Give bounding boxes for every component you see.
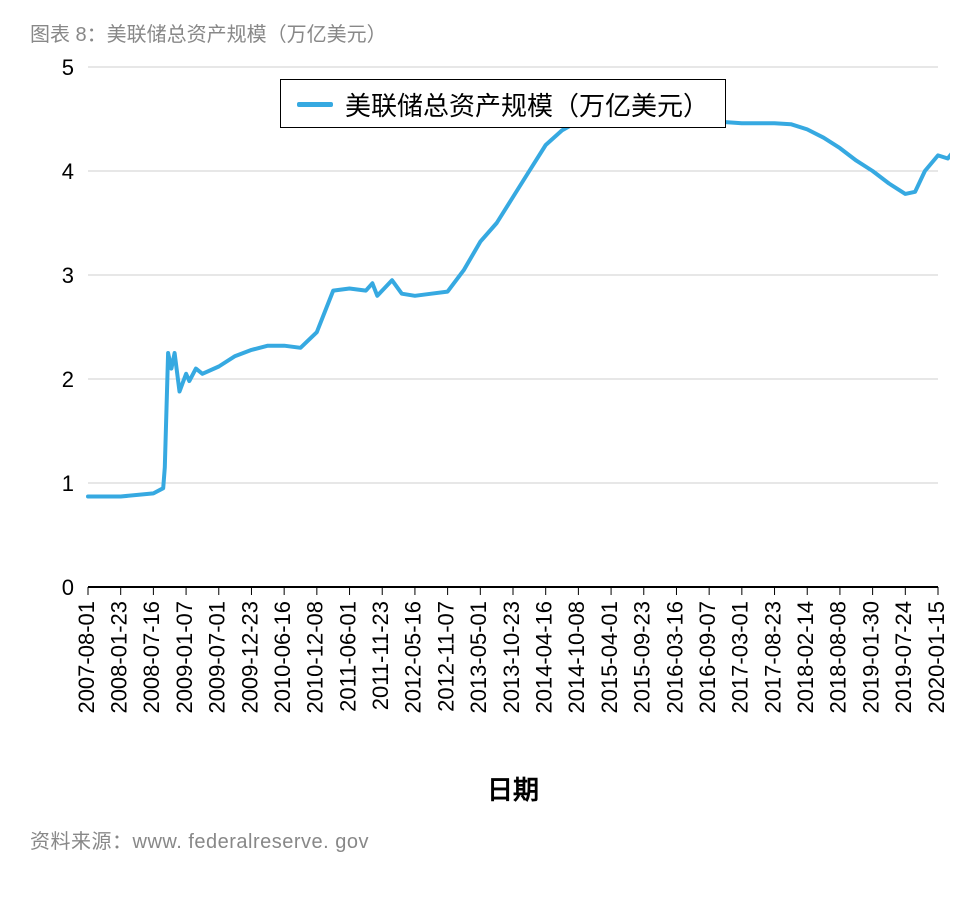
legend-swatch [297,102,333,107]
svg-text:2010-12-08: 2010-12-08 [303,601,328,714]
svg-text:2016-03-16: 2016-03-16 [662,601,687,714]
chart-container: 0 1 2 3 4 5 2007-08-01 2008-01-23 2008-07-16 2009… [30,57,950,817]
svg-text:2014-04-16: 2014-04-16 [532,601,557,714]
svg-text:2016-09-07: 2016-09-07 [695,601,720,714]
svg-text:2012-11-07: 2012-11-07 [433,601,458,712]
svg-text:5: 5 [62,57,74,80]
svg-text:2014-10-08: 2014-10-08 [564,601,589,714]
svg-text:2008-01-23: 2008-01-23 [107,601,132,714]
svg-text:2011-06-01: 2011-06-01 [335,601,360,712]
source-url: www. federalreserve. gov [133,831,370,853]
svg-text:2007-08-01: 2007-08-01 [74,601,99,714]
svg-text:2017-03-01: 2017-03-01 [728,601,753,714]
svg-text:2019-07-24: 2019-07-24 [891,601,916,714]
svg-text:3: 3 [62,263,74,288]
svg-text:0: 0 [62,575,74,600]
svg-text:2019-01-30: 2019-01-30 [858,601,883,714]
svg-text:2008-07-16: 2008-07-16 [139,601,164,714]
svg-text:2020-01-15: 2020-01-15 [924,601,949,714]
source-line: 资料来源：www. federalreserve. gov [30,825,954,854]
svg-text:1: 1 [62,471,74,496]
line-chart: 0 1 2 3 4 5 2007-08-01 2008-01-23 2008-07-16 2009… [30,57,950,817]
svg-text:4: 4 [62,159,74,184]
svg-text:2018-08-08: 2018-08-08 [826,601,851,714]
page-root: 图表 8：美联储总资产规模（万亿美元） 0 1 2 3 4 5 2007-08-01 2008… [0,0,976,915]
svg-text:2015-04-01: 2015-04-01 [597,601,622,714]
svg-text:2012-05-16: 2012-05-16 [401,601,426,714]
chart-title: 图表 8：美联储总资产规模（万亿美元） [30,18,954,47]
legend: 美联储总资产规模（万亿美元） [280,79,726,128]
svg-text:2010-06-16: 2010-06-16 [270,601,295,714]
svg-text:2015-09-23: 2015-09-23 [630,601,655,714]
svg-text:2017-08-23: 2017-08-23 [760,601,785,714]
svg-text:2: 2 [62,367,74,392]
source-label: 资料来源： [30,831,133,853]
svg-text:2013-10-23: 2013-10-23 [499,601,524,714]
svg-text:2009-01-07: 2009-01-07 [172,601,197,714]
legend-label: 美联储总资产规模（万亿美元） [345,86,709,123]
svg-text:日期: 日期 [487,775,539,805]
svg-text:2011-11-23: 2011-11-23 [368,601,393,710]
svg-text:2009-07-01: 2009-07-01 [205,601,230,714]
svg-text:2018-02-14: 2018-02-14 [793,601,818,714]
svg-text:2013-05-01: 2013-05-01 [466,601,491,714]
svg-text:2009-12-23: 2009-12-23 [237,601,262,714]
